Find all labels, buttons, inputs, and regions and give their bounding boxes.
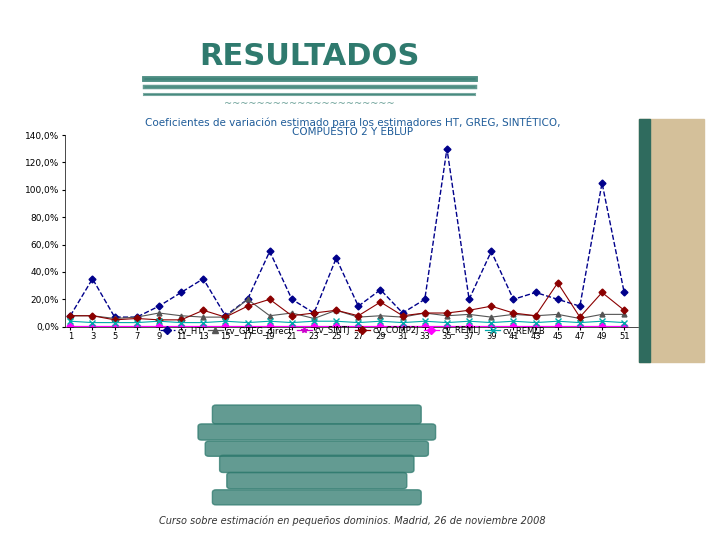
Text: Coeficientes de variación estimado para los estimadores HT, GREG, SINTÉTICO,: Coeficientes de variación estimado para … xyxy=(145,116,561,127)
Text: ~~~~~~~~~~~~~~~~~~~~~: ~~~~~~~~~~~~~~~~~~~~~ xyxy=(225,99,395,109)
Text: COMPUESTO 2 Y EBLUP: COMPUESTO 2 Y EBLUP xyxy=(292,127,413,137)
Text: RESULTADOS: RESULTADOS xyxy=(199,42,420,71)
Legend: cv_HT, cv_GREG_direct, cv_SINTJ, cv_COMP2J, cv_REMLJ, cv_REMLB: cv_HT, cv_GREG_direct, cv_SINTJ, cv_COMP… xyxy=(156,323,549,339)
Text: Curso sobre estimación en pequeños dominios. Madrid, 26 de noviembre 2008: Curso sobre estimación en pequeños domin… xyxy=(160,516,546,526)
